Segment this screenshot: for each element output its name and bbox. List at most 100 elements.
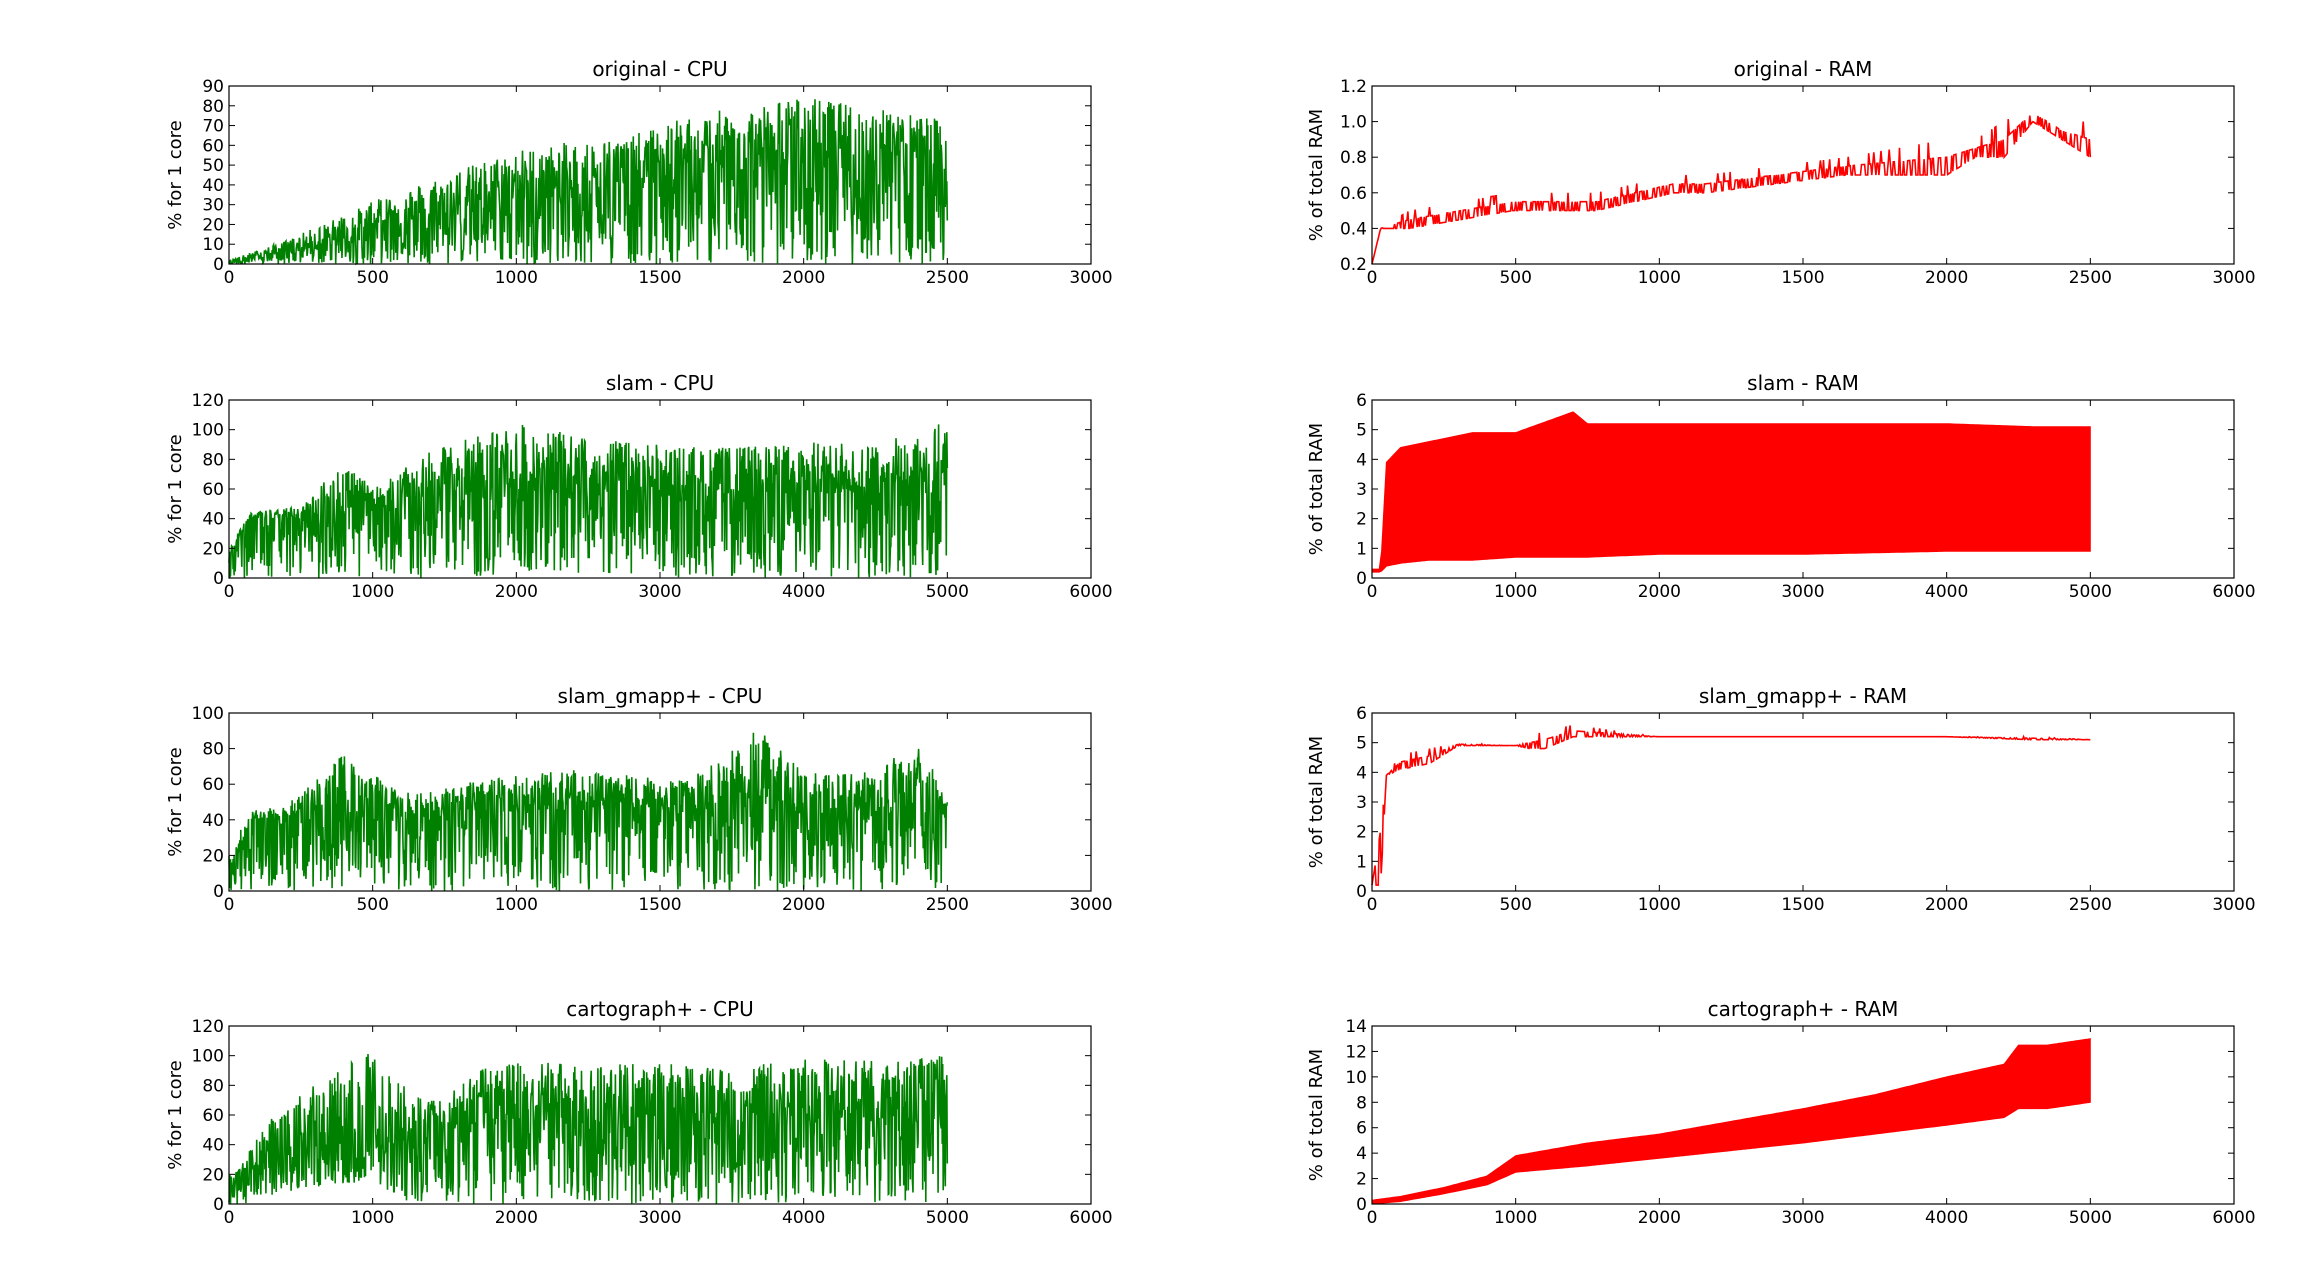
- y-tick-label: 20: [202, 846, 224, 866]
- y-tick-label: 120: [192, 391, 224, 411]
- x-tick-label: 2000: [1638, 582, 1681, 602]
- x-tick-label: 4000: [782, 582, 825, 602]
- data-series-line: [228, 1053, 949, 1204]
- x-tick-label: 5000: [2069, 582, 2112, 602]
- y-tick-label: 40: [202, 176, 224, 196]
- y-tick-label: 20: [202, 1165, 224, 1185]
- y-tick-label: 60: [202, 775, 224, 795]
- y-tick-label: 2: [1356, 1170, 1367, 1190]
- y-tick-label: 14: [1345, 1017, 1367, 1037]
- x-tick-label: 1000: [495, 268, 538, 288]
- y-tick-label: 0: [1356, 569, 1367, 589]
- x-tick-label: 1000: [1494, 582, 1537, 602]
- x-tick-label: 5000: [926, 582, 969, 602]
- y-tick-label: 40: [202, 510, 224, 530]
- x-tick-label: 5000: [926, 1208, 969, 1228]
- y-tick-label: 10: [1345, 1068, 1367, 1088]
- chart-panel-7: cartograph+ - RAM % of total RAM 0 1000 2000…: [1306, 997, 2256, 1228]
- x-tick-label: 500: [356, 895, 388, 915]
- chart-panel-0: original - CPU % for 1 core 0 500 1000 1500 20…: [165, 57, 1113, 288]
- x-tick-label: 3000: [2212, 268, 2255, 288]
- y-tick-label: 0.2: [1340, 255, 1367, 275]
- y-tick-label: 1: [1356, 852, 1367, 872]
- y-tick-label: 6: [1356, 391, 1367, 411]
- y-tick-label: 100: [192, 1047, 224, 1067]
- y-tick-label: 20: [202, 539, 224, 559]
- y-tick-label: 60: [202, 136, 224, 156]
- y-tick-label: 6: [1356, 704, 1367, 724]
- y-tick-label: 0: [213, 569, 224, 589]
- data-series-line: [1371, 115, 2092, 265]
- x-tick-label: 4000: [1925, 1208, 1968, 1228]
- y-axis-label: % of total RAM: [1306, 736, 1327, 868]
- y-axis-label: % for 1 core: [165, 434, 186, 543]
- chart-title: original - RAM: [1734, 57, 1873, 81]
- x-tick-label: 2000: [782, 895, 825, 915]
- y-tick-label: 100: [192, 704, 224, 724]
- data-series-band: [1371, 411, 2091, 573]
- x-tick-label: 3000: [1781, 1208, 1824, 1228]
- y-tick-label: 1: [1356, 539, 1367, 559]
- y-axis-label: % of total RAM: [1306, 109, 1327, 241]
- x-tick-label: 6000: [2212, 582, 2255, 602]
- x-tick-label: 0: [224, 1208, 235, 1228]
- x-tick-label: 0: [1367, 582, 1378, 602]
- y-tick-label: 60: [202, 480, 224, 500]
- x-tick-label: 500: [1499, 895, 1531, 915]
- y-tick-label: 0: [213, 1195, 224, 1215]
- y-tick-label: 0: [1356, 882, 1367, 902]
- y-tick-label: 80: [202, 450, 224, 470]
- y-tick-label: 1.0: [1340, 113, 1367, 133]
- x-tick-label: 1500: [1781, 268, 1824, 288]
- x-tick-label: 2000: [1638, 1208, 1681, 1228]
- x-tick-label: 1000: [1638, 268, 1681, 288]
- y-tick-label: 0: [1356, 1195, 1367, 1215]
- x-tick-label: 2000: [495, 1208, 538, 1228]
- x-tick-label: 2500: [2069, 268, 2112, 288]
- x-tick-label: 500: [1499, 268, 1531, 288]
- chart-title: cartograph+ - CPU: [566, 997, 753, 1021]
- y-tick-label: 30: [202, 196, 224, 216]
- y-tick-label: 80: [202, 740, 224, 760]
- y-tick-label: 3: [1356, 480, 1367, 500]
- y-tick-label: 5: [1356, 734, 1367, 754]
- y-tick-label: 4: [1356, 763, 1367, 783]
- y-tick-label: 0: [213, 255, 224, 275]
- y-tick-label: 3: [1356, 793, 1367, 813]
- y-tick-label: 4: [1356, 1144, 1367, 1164]
- x-tick-label: 1000: [1638, 895, 1681, 915]
- x-tick-label: 3000: [1069, 895, 1112, 915]
- chart-title: slam - RAM: [1747, 371, 1859, 395]
- data-series-line: [228, 732, 949, 892]
- y-tick-label: 0.6: [1340, 184, 1367, 204]
- y-tick-label: 90: [202, 77, 224, 97]
- x-tick-label: 3000: [1781, 582, 1824, 602]
- x-tick-label: 2000: [1925, 895, 1968, 915]
- x-tick-label: 0: [224, 895, 235, 915]
- data-series-line: [1371, 725, 2091, 886]
- y-tick-label: 8: [1356, 1093, 1367, 1113]
- y-tick-label: 40: [202, 811, 224, 831]
- y-tick-label: 100: [192, 421, 224, 441]
- x-tick-label: 3000: [638, 1208, 681, 1228]
- x-tick-label: 1000: [495, 895, 538, 915]
- x-tick-label: 5000: [2069, 1208, 2112, 1228]
- y-tick-label: 20: [202, 215, 224, 235]
- x-tick-label: 500: [356, 268, 388, 288]
- y-axis-label: % for 1 core: [165, 747, 186, 856]
- chart-title: original - CPU: [592, 57, 727, 81]
- x-tick-label: 2000: [495, 582, 538, 602]
- y-axis-label: % for 1 core: [165, 120, 186, 229]
- x-tick-label: 1500: [638, 895, 681, 915]
- y-tick-label: 50: [202, 156, 224, 176]
- data-series-line: [228, 424, 949, 580]
- x-tick-label: 1000: [351, 582, 394, 602]
- y-tick-label: 0: [213, 882, 224, 902]
- y-tick-label: 80: [202, 97, 224, 117]
- y-axis-label: % of total RAM: [1306, 1049, 1327, 1181]
- y-tick-label: 10: [202, 235, 224, 255]
- x-tick-label: 1500: [638, 268, 681, 288]
- y-tick-label: 80: [202, 1076, 224, 1096]
